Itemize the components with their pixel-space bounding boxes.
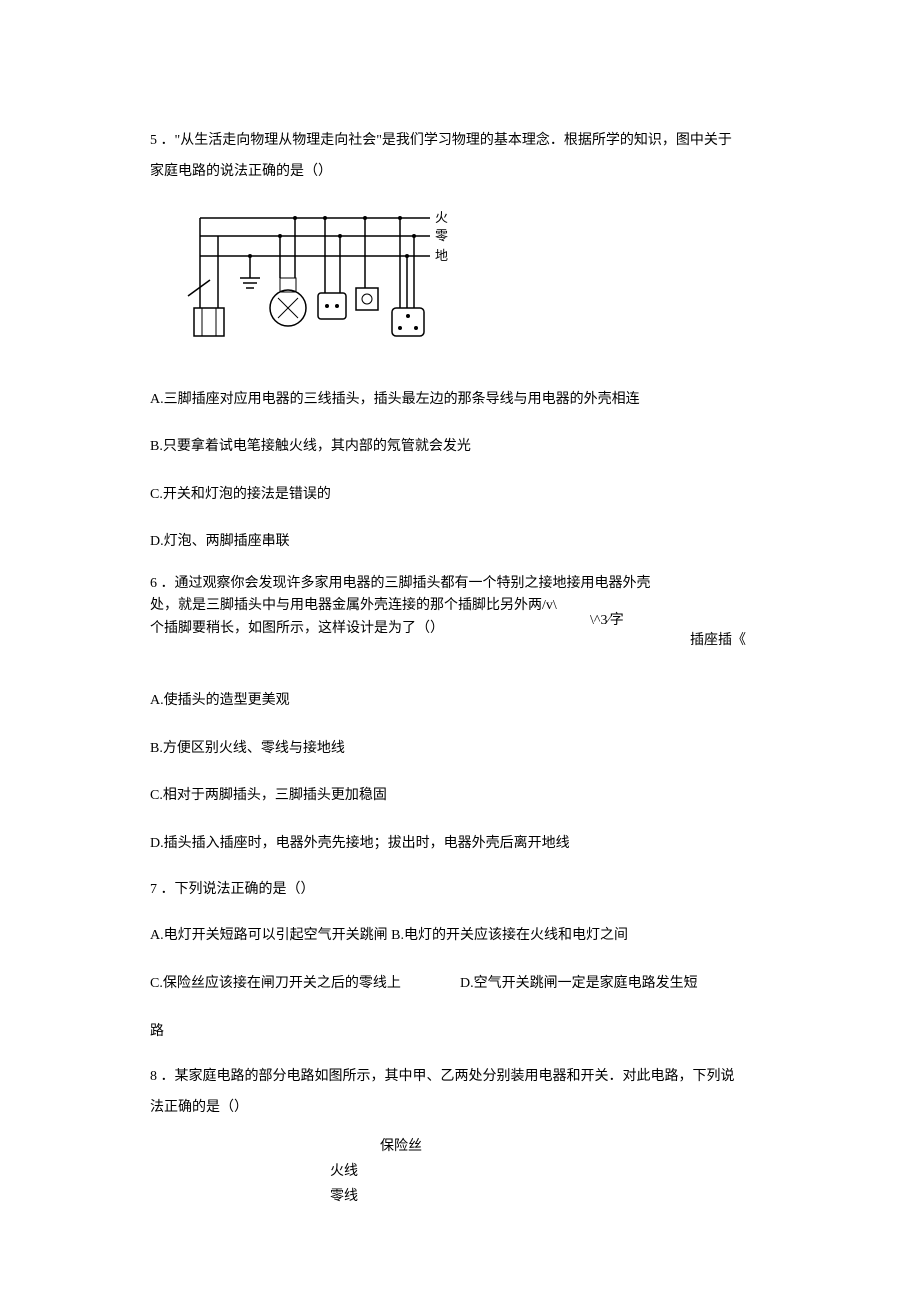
q5-option-c: C.开关和灯泡的接法是错误的 — [150, 478, 770, 512]
q7-stem-text: ．下列说法正确的是（） — [161, 882, 315, 897]
q7-option-b: B.电灯的开关应该接在火线和电灯之间 — [391, 928, 628, 943]
q5-stem-text1: ．"从生活走向物理从物理走向社会"是我们学习物理的基本理念．根据所学的知识，图中… — [161, 133, 732, 148]
q8-stem-line1: 8 ．某家庭电路的部分电路如图所示，其中甲、乙两处分别装用电器和开关．对此电路，… — [150, 1062, 770, 1093]
q5-stem-line1: 5 ．"从生活走向物理从物理走向社会"是我们学习物理的基本理念．根据所学的知识，… — [150, 126, 770, 157]
q6-float-text2: 插座插《 — [690, 631, 746, 651]
q5-option-b: B.只要拿着试电笔接触火线，其内部的氖管就会发光 — [150, 430, 770, 464]
label-live: 火 — [435, 210, 448, 225]
q5-number: 5 — [150, 133, 157, 148]
q6-float-text1: \^3⁄字 — [590, 611, 624, 631]
q7-option-c: C.保险丝应该接在闸刀开关之后的零线上 — [150, 967, 460, 1001]
q8-diagram-labels: 保险丝 火线 零线 — [330, 1134, 770, 1210]
q5-circuit-diagram: 火 零 地 — [170, 208, 770, 363]
q6-stem-line1: 6 ．通过观察你会发现许多家用电器的三脚插头都有一个特别之接地接用电器外壳 — [150, 573, 770, 595]
q6-stem-line3: 个插脚要稍长，如图所示，这样设计是为了（） — [150, 618, 770, 640]
q8-label-fuse: 保险丝 — [380, 1134, 770, 1159]
q5-option-d: D.灯泡、两脚插座串联 — [150, 525, 770, 559]
q6-option-b: B.方便区别火线、零线与接地线 — [150, 732, 770, 766]
q7-option-d: D.空气开关跳闸一定是家庭电路发生短 — [460, 967, 698, 1001]
q8-label-neutral: 零线 — [330, 1184, 770, 1209]
q5-option-a: A.三脚插座对应用电器的三线插头，插头最左边的那条导线与用电器的外壳相连 — [150, 383, 770, 417]
label-ground: 地 — [435, 248, 448, 263]
q6-option-a: A.使插头的造型更美观 — [150, 684, 770, 718]
q6-option-c: C.相对于两脚插头，三脚插头更加稳固 — [150, 779, 770, 813]
q8-stem-text1: ．某家庭电路的部分电路如图所示，其中甲、乙两处分别装用电器和开关．对此电路，下列… — [161, 1069, 735, 1084]
q7-option-d-cont: 路 — [150, 1015, 770, 1049]
q7-option-a: A.电灯开关短路可以引起空气开关跳闸 — [150, 928, 388, 943]
circuit-svg: 火 零 地 — [170, 208, 460, 358]
q8-stem-line2: 法正确的是（） — [150, 1093, 770, 1124]
q5-stem-line2: 家庭电路的说法正确的是（） — [150, 157, 770, 188]
q6-stem-text1: ．通过观察你会发现许多家用电器的三脚插头都有一个特别之接地接用电器外壳 — [161, 576, 651, 591]
q6-number: 6 — [150, 576, 157, 591]
q6-stem-line2: 处，就是三脚插头中与用电器金属外壳连接的那个插脚比另外两/v\ — [150, 595, 770, 617]
q7-stem: 7 ．下列说法正确的是（） — [150, 875, 770, 906]
document-page: 5 ．"从生活走向物理从物理走向社会"是我们学习物理的基本理念．根据所学的知识，… — [0, 0, 920, 1289]
q6-option-d: D.插头插入插座时，电器外壳先接地；拔出时，电器外壳后离开地线 — [150, 827, 770, 861]
label-neutral: 零 — [435, 228, 448, 243]
q7-number: 7 — [150, 882, 157, 897]
q8-number: 8 — [150, 1069, 157, 1084]
q6-block: 6 ．通过观察你会发现许多家用电器的三脚插头都有一个特别之接地接用电器外壳 处，… — [150, 573, 770, 640]
q7-options-row1: A.电灯开关短路可以引起空气开关跳闸 B.电灯的开关应该接在火线和电灯之间 — [150, 919, 770, 953]
q8-label-live: 火线 — [330, 1159, 770, 1184]
q7-options-row2: C.保险丝应该接在闸刀开关之后的零线上 D.空气开关跳闸一定是家庭电路发生短 — [150, 967, 770, 1001]
